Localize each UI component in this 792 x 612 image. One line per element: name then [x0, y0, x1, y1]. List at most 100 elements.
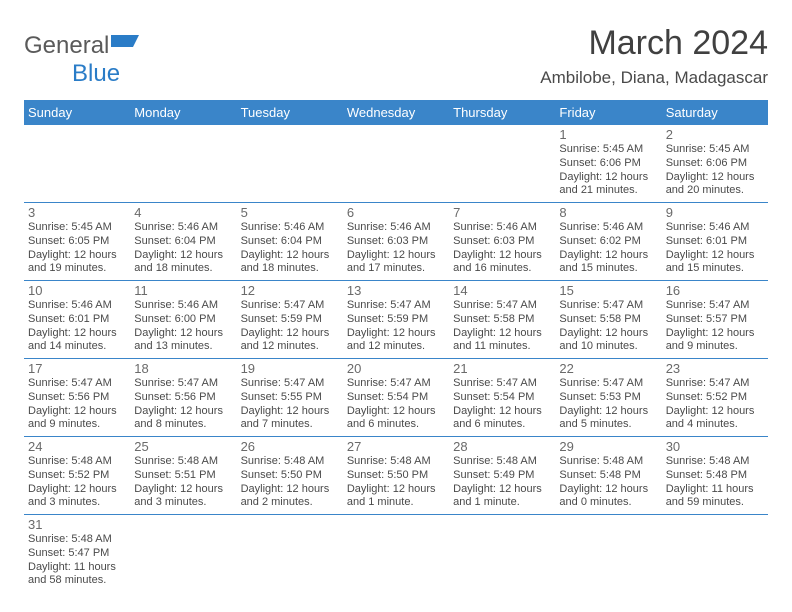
day-number: 7	[453, 205, 551, 220]
sunrise-line: Sunrise: 5:46 AM	[134, 221, 232, 235]
calendar-cell-empty	[449, 125, 555, 203]
calendar-row: 24Sunrise: 5:48 AMSunset: 5:52 PMDayligh…	[24, 437, 768, 515]
daylight-line: Daylight: 11 hours and 59 minutes.	[666, 483, 764, 511]
calendar-cell: 11Sunrise: 5:46 AMSunset: 6:00 PMDayligh…	[130, 281, 236, 359]
sunrise-line: Sunrise: 5:47 AM	[28, 377, 126, 391]
day-info: Sunrise: 5:47 AMSunset: 5:56 PMDaylight:…	[134, 377, 232, 432]
daylight-line: Daylight: 12 hours and 11 minutes.	[453, 327, 551, 355]
day-number: 31	[28, 517, 126, 532]
weekday-header: Sunday	[24, 100, 130, 125]
daylight-line: Daylight: 12 hours and 5 minutes.	[559, 405, 657, 433]
sunrise-line: Sunrise: 5:47 AM	[453, 377, 551, 391]
sunrise-line: Sunrise: 5:46 AM	[241, 221, 339, 235]
daylight-line: Daylight: 12 hours and 12 minutes.	[347, 327, 445, 355]
calendar-cell-empty	[130, 515, 236, 593]
calendar-cell: 20Sunrise: 5:47 AMSunset: 5:54 PMDayligh…	[343, 359, 449, 437]
daylight-line: Daylight: 12 hours and 7 minutes.	[241, 405, 339, 433]
day-number: 18	[134, 361, 232, 376]
sunset-line: Sunset: 5:56 PM	[28, 391, 126, 405]
day-info: Sunrise: 5:45 AMSunset: 6:05 PMDaylight:…	[28, 221, 126, 276]
day-info: Sunrise: 5:47 AMSunset: 5:59 PMDaylight:…	[241, 299, 339, 354]
sunrise-line: Sunrise: 5:47 AM	[241, 299, 339, 313]
weekday-header: Monday	[130, 100, 236, 125]
calendar-cell-empty	[237, 515, 343, 593]
calendar-row: 31Sunrise: 5:48 AMSunset: 5:47 PMDayligh…	[24, 515, 768, 593]
daylight-line: Daylight: 12 hours and 3 minutes.	[28, 483, 126, 511]
sunset-line: Sunset: 5:51 PM	[134, 469, 232, 483]
sunrise-line: Sunrise: 5:45 AM	[28, 221, 126, 235]
sunset-line: Sunset: 6:04 PM	[134, 235, 232, 249]
calendar-row: 10Sunrise: 5:46 AMSunset: 6:01 PMDayligh…	[24, 281, 768, 359]
calendar-cell: 29Sunrise: 5:48 AMSunset: 5:48 PMDayligh…	[555, 437, 661, 515]
logo-word1: General	[24, 32, 109, 59]
daylight-line: Daylight: 12 hours and 12 minutes.	[241, 327, 339, 355]
logo-flag-icon	[111, 30, 139, 58]
sunset-line: Sunset: 5:52 PM	[666, 391, 764, 405]
sunrise-line: Sunrise: 5:46 AM	[559, 221, 657, 235]
day-info: Sunrise: 5:48 AMSunset: 5:47 PMDaylight:…	[28, 533, 126, 588]
sunset-line: Sunset: 6:02 PM	[559, 235, 657, 249]
calendar-cell: 6Sunrise: 5:46 AMSunset: 6:03 PMDaylight…	[343, 203, 449, 281]
sunrise-line: Sunrise: 5:48 AM	[666, 455, 764, 469]
sunset-line: Sunset: 5:59 PM	[241, 313, 339, 327]
weekday-header: Saturday	[662, 100, 768, 125]
sunset-line: Sunset: 6:03 PM	[453, 235, 551, 249]
weekday-header: Wednesday	[343, 100, 449, 125]
daylight-line: Daylight: 12 hours and 16 minutes.	[453, 249, 551, 277]
sunset-line: Sunset: 6:06 PM	[559, 157, 657, 171]
calendar-cell: 8Sunrise: 5:46 AMSunset: 6:02 PMDaylight…	[555, 203, 661, 281]
calendar-cell: 14Sunrise: 5:47 AMSunset: 5:58 PMDayligh…	[449, 281, 555, 359]
day-number: 4	[134, 205, 232, 220]
day-info: Sunrise: 5:47 AMSunset: 5:52 PMDaylight:…	[666, 377, 764, 432]
daylight-line: Daylight: 12 hours and 19 minutes.	[28, 249, 126, 277]
calendar-cell: 28Sunrise: 5:48 AMSunset: 5:49 PMDayligh…	[449, 437, 555, 515]
sunrise-line: Sunrise: 5:47 AM	[559, 377, 657, 391]
day-number: 27	[347, 439, 445, 454]
day-info: Sunrise: 5:47 AMSunset: 5:59 PMDaylight:…	[347, 299, 445, 354]
weekday-header: Tuesday	[237, 100, 343, 125]
day-info: Sunrise: 5:46 AMSunset: 6:00 PMDaylight:…	[134, 299, 232, 354]
calendar-cell: 22Sunrise: 5:47 AMSunset: 5:53 PMDayligh…	[555, 359, 661, 437]
weekday-header: Thursday	[449, 100, 555, 125]
day-number: 21	[453, 361, 551, 376]
daylight-line: Daylight: 12 hours and 6 minutes.	[347, 405, 445, 433]
day-number: 8	[559, 205, 657, 220]
day-info: Sunrise: 5:46 AMSunset: 6:02 PMDaylight:…	[559, 221, 657, 276]
sunrise-line: Sunrise: 5:46 AM	[134, 299, 232, 313]
daylight-line: Daylight: 12 hours and 9 minutes.	[28, 405, 126, 433]
sunrise-line: Sunrise: 5:47 AM	[559, 299, 657, 313]
weekday-header-row: SundayMondayTuesdayWednesdayThursdayFrid…	[24, 100, 768, 125]
sunrise-line: Sunrise: 5:48 AM	[134, 455, 232, 469]
day-info: Sunrise: 5:47 AMSunset: 5:56 PMDaylight:…	[28, 377, 126, 432]
sunset-line: Sunset: 5:56 PM	[134, 391, 232, 405]
daylight-line: Daylight: 12 hours and 2 minutes.	[241, 483, 339, 511]
calendar-cell: 30Sunrise: 5:48 AMSunset: 5:48 PMDayligh…	[662, 437, 768, 515]
day-info: Sunrise: 5:48 AMSunset: 5:50 PMDaylight:…	[347, 455, 445, 510]
sunset-line: Sunset: 6:01 PM	[28, 313, 126, 327]
day-info: Sunrise: 5:46 AMSunset: 6:03 PMDaylight:…	[347, 221, 445, 276]
daylight-line: Daylight: 12 hours and 8 minutes.	[134, 405, 232, 433]
calendar-table: SundayMondayTuesdayWednesdayThursdayFrid…	[24, 100, 768, 592]
day-number: 17	[28, 361, 126, 376]
day-number: 28	[453, 439, 551, 454]
daylight-line: Daylight: 12 hours and 6 minutes.	[453, 405, 551, 433]
sunrise-line: Sunrise: 5:46 AM	[666, 221, 764, 235]
sunrise-line: Sunrise: 5:48 AM	[28, 455, 126, 469]
location-subtitle: Ambilobe, Diana, Madagascar	[540, 68, 768, 88]
day-number: 11	[134, 283, 232, 298]
daylight-line: Daylight: 12 hours and 18 minutes.	[134, 249, 232, 277]
calendar-cell: 9Sunrise: 5:46 AMSunset: 6:01 PMDaylight…	[662, 203, 768, 281]
sunrise-line: Sunrise: 5:47 AM	[453, 299, 551, 313]
day-info: Sunrise: 5:46 AMSunset: 6:03 PMDaylight:…	[453, 221, 551, 276]
sunrise-line: Sunrise: 5:47 AM	[241, 377, 339, 391]
calendar-row: 3Sunrise: 5:45 AMSunset: 6:05 PMDaylight…	[24, 203, 768, 281]
calendar-cell-empty	[237, 125, 343, 203]
sunset-line: Sunset: 5:58 PM	[453, 313, 551, 327]
day-number: 12	[241, 283, 339, 298]
sunrise-line: Sunrise: 5:47 AM	[134, 377, 232, 391]
day-number: 30	[666, 439, 764, 454]
calendar-cell: 21Sunrise: 5:47 AMSunset: 5:54 PMDayligh…	[449, 359, 555, 437]
day-info: Sunrise: 5:46 AMSunset: 6:04 PMDaylight:…	[134, 221, 232, 276]
daylight-line: Daylight: 12 hours and 1 minute.	[347, 483, 445, 511]
day-number: 3	[28, 205, 126, 220]
